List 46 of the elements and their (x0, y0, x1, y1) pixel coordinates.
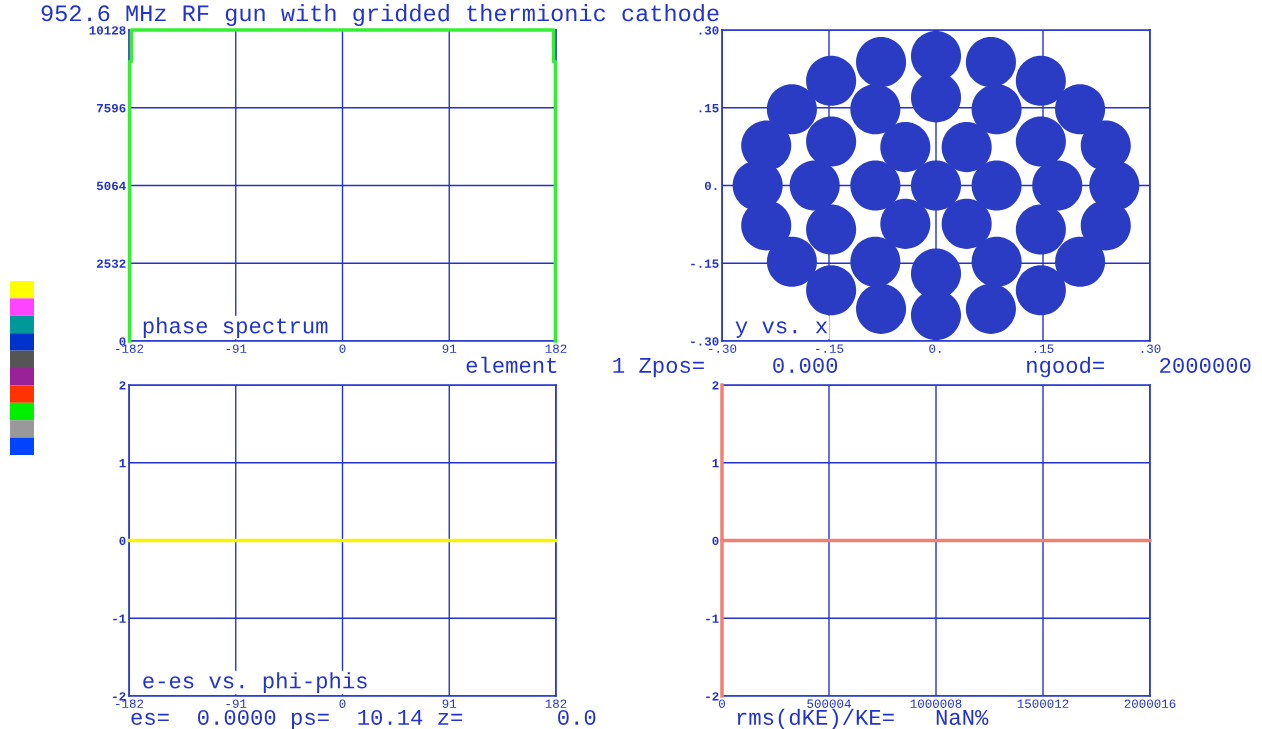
x-tick-label: -182 (116, 344, 144, 353)
y-tick-label: .30 (699, 26, 719, 35)
y-tick-label: 0 (119, 536, 126, 546)
chart-title: 952.6 MHz RF gun with gridded thermionic cathode (41, 4, 719, 26)
x-tick-label: 0 (719, 699, 725, 708)
y-tick-label: 5064 (96, 181, 126, 191)
x-tick-label: 182 (545, 699, 567, 708)
y-tick-label: 0. (704, 181, 717, 191)
y-tick-label: 2 (712, 381, 719, 390)
text: element 1 Zpos= 0.000 ngood= 2000000 (466, 356, 1251, 378)
y-tick-label: 2 (119, 381, 126, 390)
y-tick-label: 1 (119, 459, 126, 468)
y-tick-label: 1 (712, 459, 719, 468)
y-tick-label: 10128 (89, 26, 126, 35)
y-tick-label: 0 (119, 337, 126, 346)
y-tick-label: -1 (706, 614, 719, 623)
x-tick-label: .15 (1034, 344, 1054, 353)
y-tick-label: 2532 (96, 259, 126, 268)
x-tick-label: 1500012 (1017, 699, 1069, 708)
x-tick-label: 500004 (807, 699, 851, 708)
y-tick-label: .15 (699, 104, 719, 113)
x-tick-label: 0. (929, 344, 941, 353)
x-tick-label: .30 (1141, 344, 1161, 353)
text: es= 0.0000 ps= 10.14 z= 0.0 (131, 709, 596, 729)
annotation: phase spectrum (143, 317, 328, 338)
x-tick-label: 2000016 (1124, 699, 1176, 708)
x-tick-label: 91 (442, 344, 457, 353)
text: rms(dKE)/KE= NaN% (737, 708, 989, 729)
annotation: e-es vs. phi-phis (143, 672, 367, 693)
y-tick-label: -2 (113, 692, 126, 701)
y-tick-label: -1 (113, 614, 126, 623)
x-tick-label: -91 (226, 344, 247, 353)
x-tick-label: -91 (226, 699, 247, 708)
x-tick-label: 182 (545, 344, 567, 353)
y-tick-label: 0 (712, 536, 719, 546)
x-tick-label: 0 (339, 699, 346, 708)
x-tick-label: 0 (339, 344, 346, 353)
x-tick-label: 1000008 (910, 699, 962, 708)
y-tick-label: -2 (706, 692, 719, 701)
x-tick-label: -.15 (816, 344, 844, 353)
y-tick-label: -.30 (691, 337, 719, 346)
y-tick-label: 7596 (97, 103, 126, 113)
x-tick-label: -182 (116, 699, 144, 708)
annotation: y vs. x (735, 321, 828, 338)
y-tick-label: -.15 (691, 259, 719, 268)
x-tick-label: 91 (442, 699, 457, 708)
